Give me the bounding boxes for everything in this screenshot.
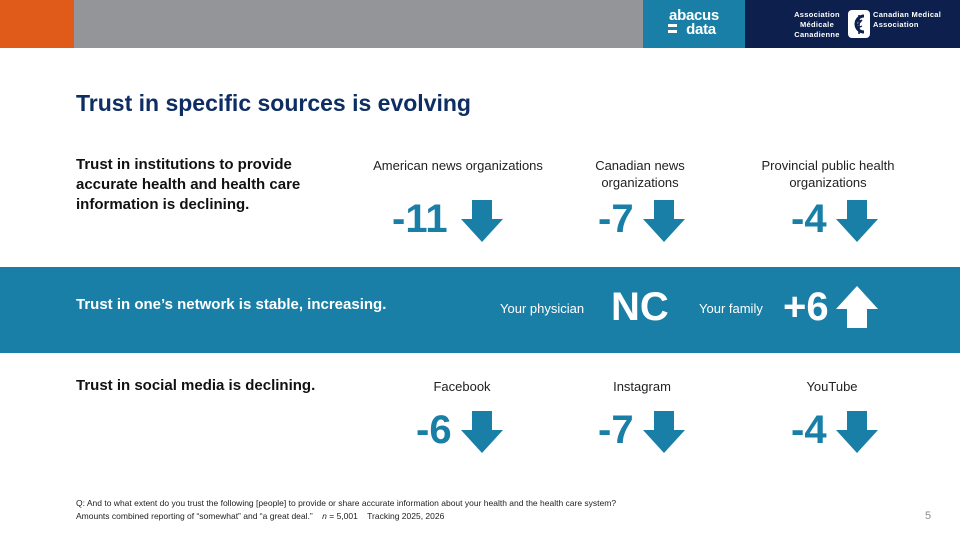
your-family-label: Your family — [699, 301, 763, 316]
cma-emblem-icon — [848, 10, 870, 38]
footnote-method-text: Amounts combined reporting of “somewhat”… — [76, 511, 313, 521]
grey-block — [74, 0, 643, 48]
youtube-value: -4 — [791, 408, 827, 452]
footnote-method: Amounts combined reporting of “somewhat”… — [76, 510, 616, 523]
abacus-logo-line1: abacus — [669, 7, 719, 24]
american-news-value: -11 — [392, 197, 448, 241]
social-row-label: Trust in social media is declining. — [76, 377, 316, 394]
canadian-news-heading: Canadian news organizations — [595, 158, 685, 190]
youtube-heading: YouTube — [806, 379, 858, 394]
abacus-data-logo: abacus data — [643, 0, 745, 48]
your-physician-value: NC — [611, 285, 669, 329]
facebook-value: -6 — [416, 408, 452, 452]
abacus-logo-line2: data — [686, 21, 716, 38]
institutions-row-label: Trust in institutions to provide accurat… — [76, 156, 301, 213]
provincial-public-health-value: -4 — [791, 197, 827, 241]
arrow-down-icon — [461, 200, 503, 242]
cma-logo: Association Médicale Canadienne Canadian… — [745, 0, 960, 48]
footnote-n-value: = 5,001 Tracking 2025, 2026 — [326, 511, 445, 521]
canadian-news-value: -7 — [598, 197, 634, 241]
instagram-value: -7 — [598, 408, 634, 452]
slide-title: Trust in specific sources is evolving — [76, 90, 471, 116]
top-banner: abacus data Association Médicale Canadie… — [0, 0, 960, 48]
your-physician-label: Your physician — [500, 301, 585, 316]
provincial-public-health-heading: Provincial public health organizations — [761, 158, 895, 190]
arrow-down-icon — [643, 200, 685, 242]
network-row-label: Trust in one’s network is stable, increa… — [76, 296, 387, 313]
american-news-heading: American news organizations — [373, 158, 543, 173]
cma-name-en: Canadian Medical Association — [873, 10, 942, 29]
orange-block — [0, 0, 74, 48]
your-family-value: +6 — [783, 285, 829, 329]
arrow-down-icon — [643, 411, 685, 453]
page-number: 5 — [925, 510, 932, 522]
footnote-question: Q: And to what extent do you trust the f… — [76, 498, 617, 508]
arrow-up-icon — [836, 286, 878, 328]
facebook-heading: Facebook — [433, 379, 491, 394]
arrow-down-icon — [836, 200, 878, 242]
arrow-down-icon — [461, 411, 503, 453]
footnote-n-label: n — [322, 511, 327, 521]
footnote: Q: And to what extent do you trust the f… — [76, 497, 616, 523]
network-band: Trust in one’s network is stable, increa… — [0, 267, 960, 353]
arrow-down-icon — [836, 411, 878, 453]
cma-name-fr: Association Médicale Canadienne — [794, 10, 840, 39]
abacus-logo-dots — [668, 24, 677, 36]
instagram-heading: Instagram — [613, 379, 671, 394]
